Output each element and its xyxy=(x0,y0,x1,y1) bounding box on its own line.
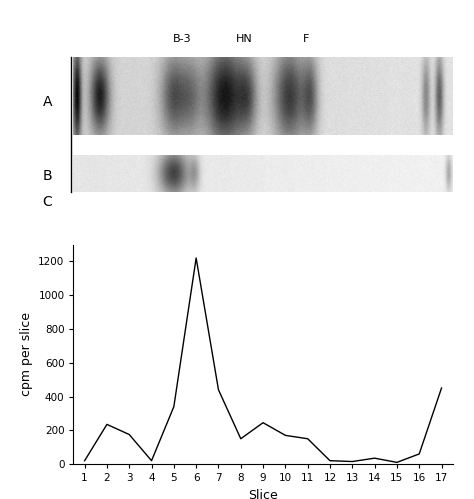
Y-axis label: cpm per slice: cpm per slice xyxy=(19,312,33,396)
X-axis label: Slice: Slice xyxy=(248,489,278,499)
Text: B-3: B-3 xyxy=(173,34,192,44)
Text: A: A xyxy=(43,95,52,109)
Text: B: B xyxy=(43,169,52,183)
Text: C: C xyxy=(43,195,53,209)
Text: HN: HN xyxy=(236,34,253,44)
Text: F: F xyxy=(302,34,309,44)
